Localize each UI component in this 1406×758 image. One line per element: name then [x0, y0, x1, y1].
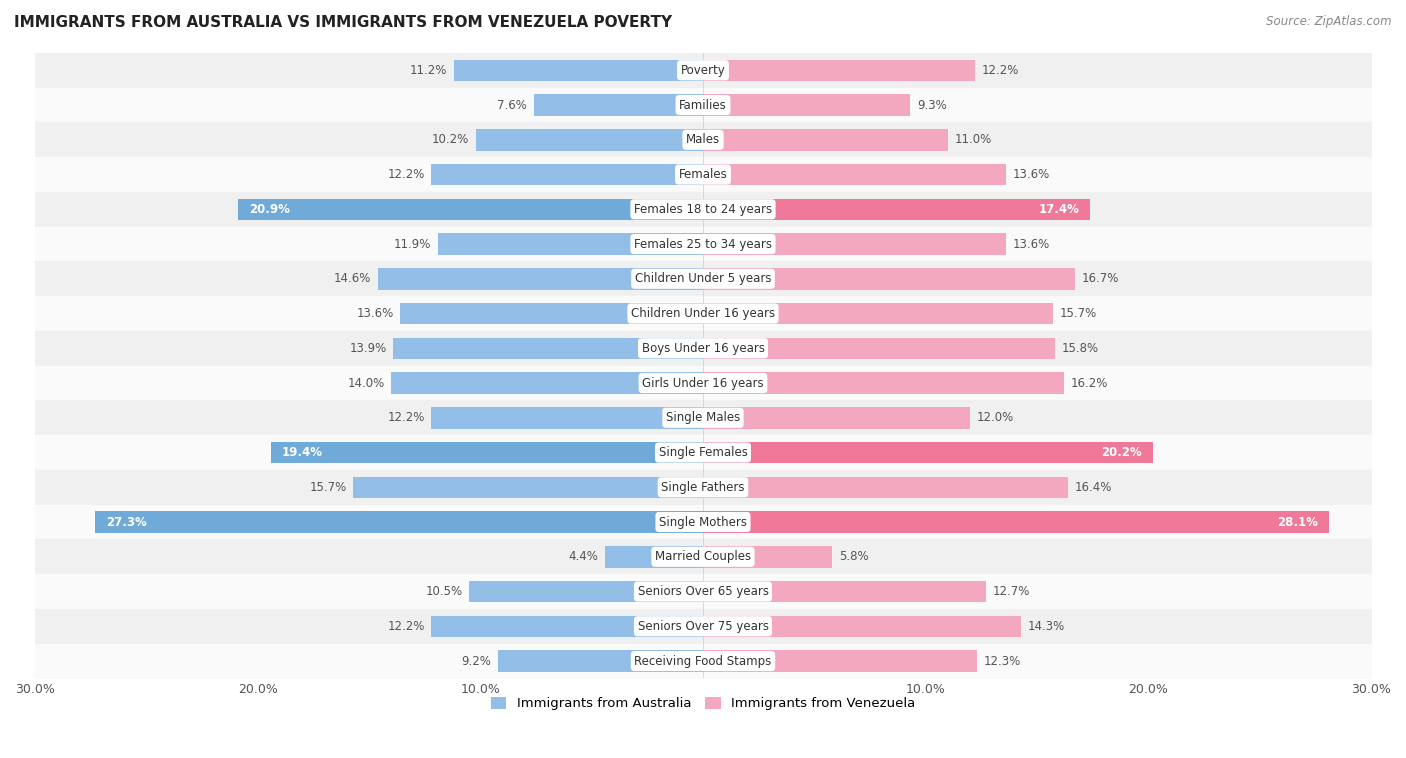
Bar: [391, 372, 703, 394]
Text: 10.2%: 10.2%: [432, 133, 470, 146]
Bar: [432, 164, 703, 185]
Text: 28.1%: 28.1%: [1277, 515, 1317, 528]
Text: 12.7%: 12.7%: [993, 585, 1029, 598]
Text: 11.2%: 11.2%: [409, 64, 447, 77]
Bar: [703, 129, 948, 151]
Text: 14.0%: 14.0%: [347, 377, 385, 390]
Text: 14.3%: 14.3%: [1028, 620, 1066, 633]
Text: 9.3%: 9.3%: [917, 99, 946, 111]
Text: 4.4%: 4.4%: [568, 550, 599, 563]
Bar: [703, 233, 1005, 255]
Bar: [703, 650, 977, 672]
Text: Poverty: Poverty: [681, 64, 725, 77]
Text: Single Fathers: Single Fathers: [661, 481, 745, 493]
Bar: [703, 164, 1005, 185]
Text: Families: Families: [679, 99, 727, 111]
Bar: [703, 511, 1329, 533]
Text: 16.4%: 16.4%: [1076, 481, 1112, 493]
Bar: [498, 650, 703, 672]
Text: Boys Under 16 years: Boys Under 16 years: [641, 342, 765, 355]
Bar: [703, 302, 1053, 324]
Bar: [378, 268, 703, 290]
Text: Females 18 to 24 years: Females 18 to 24 years: [634, 203, 772, 216]
Bar: [353, 477, 703, 498]
Text: 19.4%: 19.4%: [283, 446, 323, 459]
Text: 15.7%: 15.7%: [1059, 307, 1097, 320]
Text: Females 25 to 34 years: Females 25 to 34 years: [634, 237, 772, 251]
Text: Children Under 5 years: Children Under 5 years: [634, 272, 772, 285]
Text: 12.3%: 12.3%: [984, 655, 1021, 668]
Bar: [534, 94, 703, 116]
Text: 9.2%: 9.2%: [461, 655, 492, 668]
Text: 12.0%: 12.0%: [977, 412, 1014, 424]
Text: 12.2%: 12.2%: [387, 620, 425, 633]
Text: 14.6%: 14.6%: [333, 272, 371, 285]
Text: 10.5%: 10.5%: [426, 585, 463, 598]
Text: Single Mothers: Single Mothers: [659, 515, 747, 528]
Text: 11.9%: 11.9%: [394, 237, 432, 251]
Text: 5.8%: 5.8%: [839, 550, 869, 563]
Bar: [475, 129, 703, 151]
Bar: [703, 546, 832, 568]
Bar: [703, 94, 910, 116]
Bar: [401, 302, 703, 324]
Text: 11.0%: 11.0%: [955, 133, 991, 146]
Text: 27.3%: 27.3%: [107, 515, 148, 528]
Text: Single Females: Single Females: [658, 446, 748, 459]
Text: 20.2%: 20.2%: [1101, 446, 1142, 459]
Text: 15.8%: 15.8%: [1062, 342, 1098, 355]
Bar: [394, 337, 703, 359]
Text: 12.2%: 12.2%: [981, 64, 1019, 77]
Bar: [432, 407, 703, 428]
Text: Children Under 16 years: Children Under 16 years: [631, 307, 775, 320]
Text: Source: ZipAtlas.com: Source: ZipAtlas.com: [1267, 15, 1392, 28]
Text: Males: Males: [686, 133, 720, 146]
Bar: [470, 581, 703, 603]
Text: 20.9%: 20.9%: [249, 203, 290, 216]
Bar: [454, 59, 703, 81]
Text: Married Couples: Married Couples: [655, 550, 751, 563]
Bar: [703, 59, 974, 81]
Text: 15.7%: 15.7%: [309, 481, 347, 493]
Bar: [703, 268, 1076, 290]
Text: Single Males: Single Males: [666, 412, 740, 424]
Bar: [703, 337, 1054, 359]
Text: 13.6%: 13.6%: [1012, 168, 1050, 181]
Bar: [703, 442, 1153, 463]
Text: Seniors Over 75 years: Seniors Over 75 years: [637, 620, 769, 633]
Text: 13.9%: 13.9%: [350, 342, 387, 355]
Bar: [703, 372, 1064, 394]
Bar: [439, 233, 703, 255]
Legend: Immigrants from Australia, Immigrants from Venezuela: Immigrants from Australia, Immigrants fr…: [485, 691, 921, 716]
Bar: [703, 199, 1091, 220]
Text: 16.7%: 16.7%: [1081, 272, 1119, 285]
Text: 7.6%: 7.6%: [498, 99, 527, 111]
Text: 16.2%: 16.2%: [1070, 377, 1108, 390]
Bar: [271, 442, 703, 463]
Bar: [703, 477, 1069, 498]
Text: 12.2%: 12.2%: [387, 168, 425, 181]
Text: 12.2%: 12.2%: [387, 412, 425, 424]
Text: Females: Females: [679, 168, 727, 181]
Text: 13.6%: 13.6%: [1012, 237, 1050, 251]
Text: 13.6%: 13.6%: [356, 307, 394, 320]
Bar: [96, 511, 703, 533]
Bar: [605, 546, 703, 568]
Bar: [703, 407, 970, 428]
Bar: [238, 199, 703, 220]
Text: Girls Under 16 years: Girls Under 16 years: [643, 377, 763, 390]
Bar: [703, 581, 986, 603]
Bar: [703, 615, 1021, 637]
Text: 17.4%: 17.4%: [1039, 203, 1080, 216]
Bar: [432, 615, 703, 637]
Text: Seniors Over 65 years: Seniors Over 65 years: [637, 585, 769, 598]
Text: Receiving Food Stamps: Receiving Food Stamps: [634, 655, 772, 668]
Text: IMMIGRANTS FROM AUSTRALIA VS IMMIGRANTS FROM VENEZUELA POVERTY: IMMIGRANTS FROM AUSTRALIA VS IMMIGRANTS …: [14, 15, 672, 30]
